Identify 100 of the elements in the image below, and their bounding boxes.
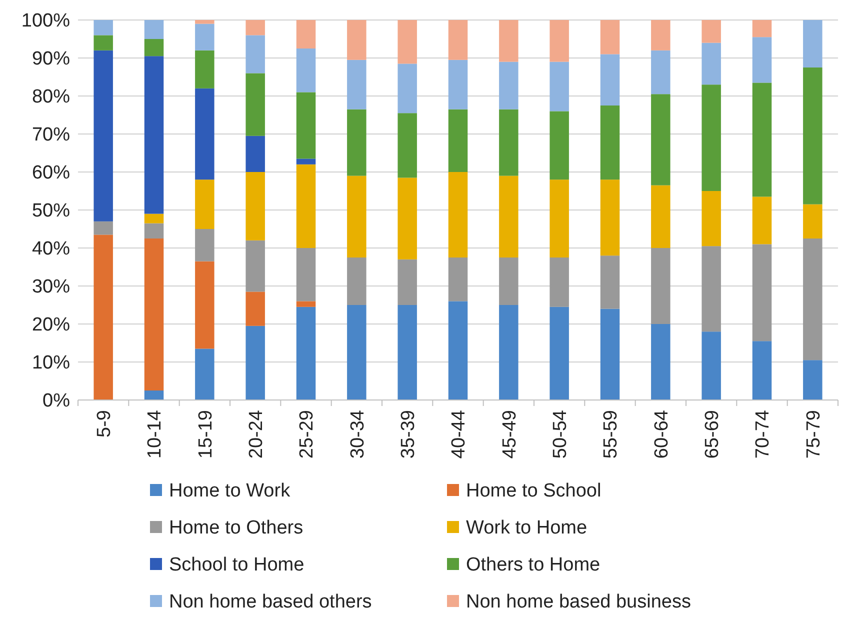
bar [144,20,164,39]
y-tick-label: 80% [32,86,70,108]
bar [144,56,164,214]
bar [550,20,569,62]
x-tick-label: 55-59 [600,410,622,459]
bar [144,238,164,390]
bar [550,180,569,258]
bar [347,176,366,258]
y-tick-label: 50% [32,200,70,222]
bar [195,180,214,229]
bar [499,305,518,400]
bar [398,305,417,400]
x-tick-label: 30-34 [347,410,368,459]
x-tick-label: 60-64 [651,410,672,459]
bar [195,261,214,349]
legend-label: Work to Home [466,518,588,539]
bar [347,109,366,176]
bar [651,248,670,324]
bar [600,180,620,256]
bar [499,109,518,176]
bar [296,306,316,400]
bar [448,258,468,302]
bar [448,172,468,258]
bar [246,136,265,172]
bar [296,20,316,48]
bar [246,326,265,400]
bar [752,244,772,342]
bar [398,113,417,178]
bar [296,92,316,159]
bar [94,221,113,235]
legend-label: Home to Work [169,480,291,502]
bar [94,50,113,222]
bar [702,84,721,191]
bar [651,20,670,50]
bar [651,50,670,94]
y-tick-label: 20% [32,314,70,336]
y-tick-label: 10% [32,352,70,374]
bar [347,20,366,60]
bar [752,37,772,83]
bar [803,68,822,204]
bar [296,164,316,248]
bar [144,214,164,224]
bar [195,229,214,262]
legend-label: Home to Others [169,518,304,539]
bar [752,196,772,244]
y-tick-label: 0% [42,390,70,412]
bar [499,62,518,110]
bar [499,176,518,258]
bar [600,106,620,180]
bar [195,24,214,50]
bar [296,301,316,307]
bar [651,94,670,186]
bar [144,39,164,56]
bar [499,258,518,305]
bar [296,158,316,164]
x-tick-label: 25-29 [296,410,318,459]
bar [347,60,366,110]
bar [803,238,822,360]
bar [246,20,265,36]
x-tick-label: 45-49 [499,410,520,459]
bar [702,191,721,246]
bar [94,35,113,50]
x-tick-label: 40-44 [448,410,470,459]
bar [600,54,620,106]
bar [347,305,366,400]
bar [246,240,265,292]
bar [803,204,822,238]
bar [296,48,316,92]
bar [550,111,569,180]
legend-label: Others to Home [466,554,600,576]
x-tick-label: 35-39 [398,410,419,459]
x-tick-label: 20-24 [246,410,267,459]
bar [600,256,620,309]
bar [702,42,721,85]
bar [398,178,417,260]
bar [550,258,569,307]
bar [499,20,518,62]
x-tick-label: 50-54 [550,410,571,459]
legend-label: School to Home [169,554,304,576]
bar [347,258,366,305]
bar [195,50,214,88]
bar [246,35,265,74]
bar [702,332,721,400]
bar [702,246,721,332]
bar [195,20,214,24]
y-tick-label: 100% [21,10,70,32]
y-tick-label: 30% [32,276,70,298]
bar [651,324,670,400]
bar [651,185,670,248]
bar [752,82,772,197]
bar [246,292,265,326]
bar [600,308,620,400]
bar [296,248,316,302]
bar [448,60,468,110]
bar [398,259,417,305]
bar [195,88,214,180]
bar [550,306,569,400]
x-tick-label: 75-79 [803,410,824,459]
x-tick-label: 15-19 [195,410,216,459]
bar [600,20,620,54]
